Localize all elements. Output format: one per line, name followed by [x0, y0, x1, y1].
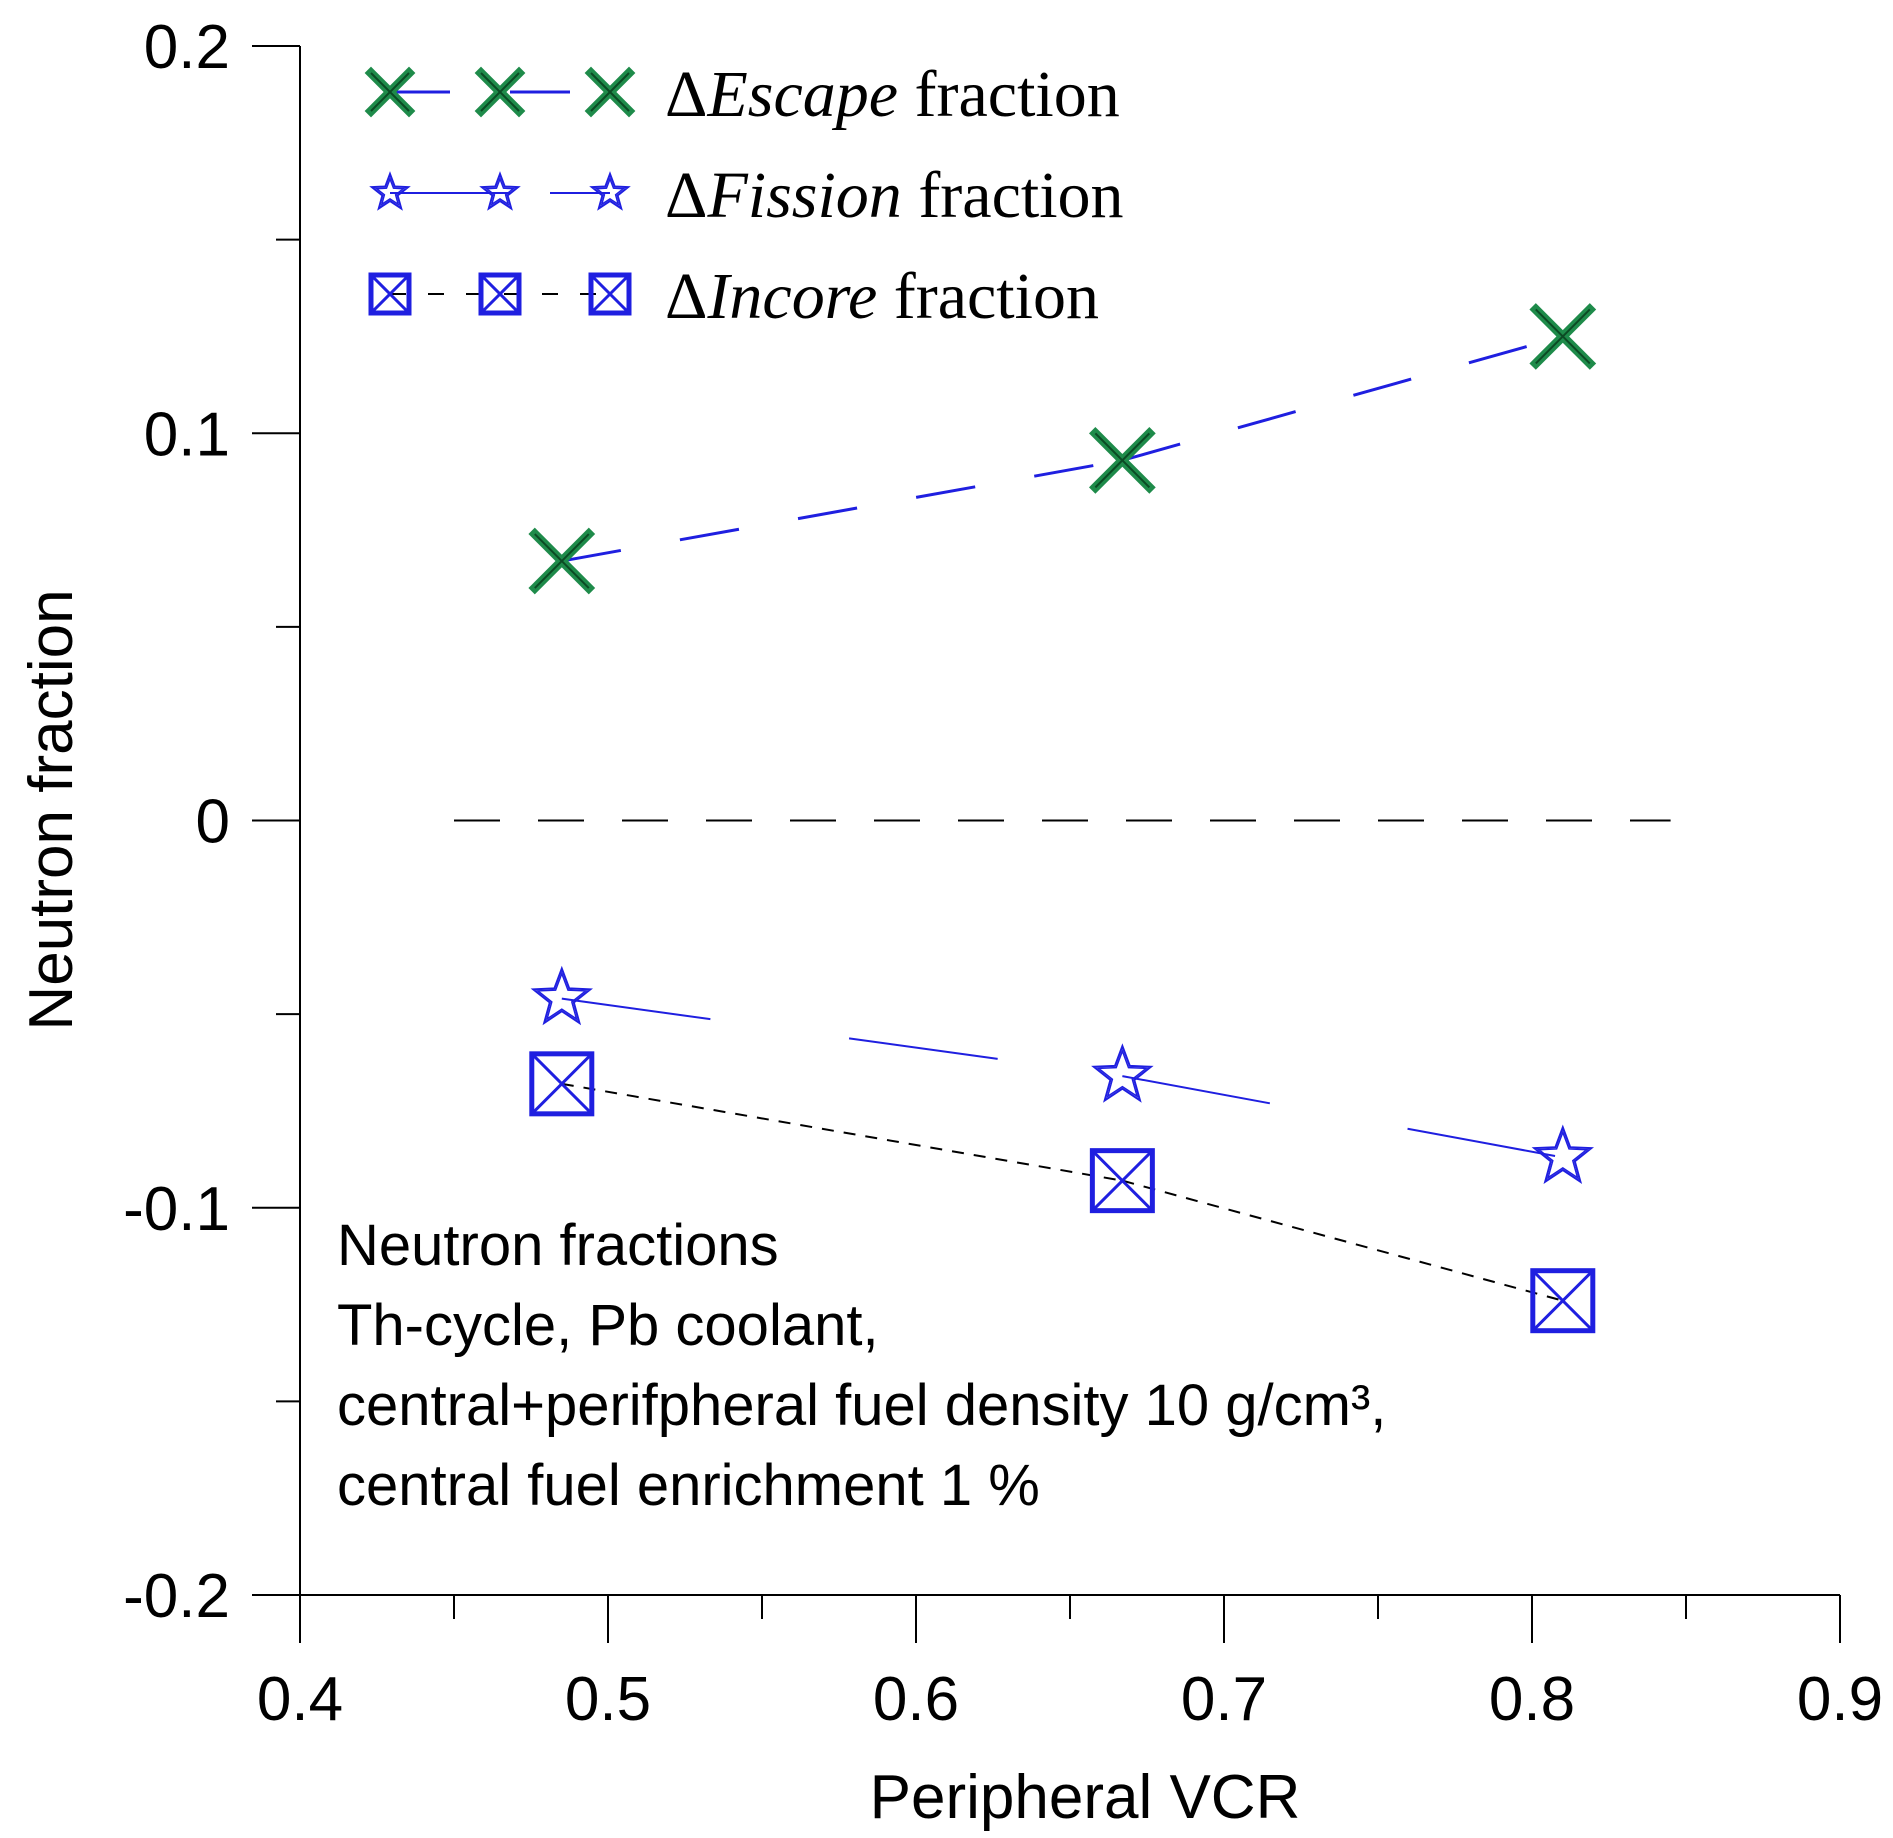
annotation-line: central+perifpheral fuel density 10 g/cm…: [337, 1373, 1386, 1438]
star-marker-outer: [1091, 1043, 1154, 1103]
star-marker-outer: [589, 171, 631, 211]
x-marker-core: [590, 72, 630, 112]
series-line-segment: [561, 997, 1123, 1078]
box-marker-diagonal: [1091, 1149, 1154, 1212]
legend-label-rest: fraction: [898, 58, 1120, 131]
annotation-line: central fuel enrichment 1 %: [337, 1453, 1040, 1518]
annotation-block: Neutron fractions Th-cycle, Pb coolant, ce…: [337, 1213, 1386, 1518]
box-marker-frame: [1530, 1268, 1596, 1334]
x-tick-label: 0.4: [257, 1665, 343, 1734]
star-marker-inner: [1536, 1130, 1589, 1180]
star-marker-outer: [530, 965, 594, 1026]
x-tick-label: 0.8: [1489, 1665, 1575, 1734]
legend-marker-x: [474, 66, 526, 118]
data-point-x: [1529, 303, 1597, 370]
x-tick-label: 0.5: [565, 1665, 651, 1734]
legend-label: ΔEscape fraction: [665, 58, 1120, 131]
box-marker-frame: [1089, 1148, 1155, 1214]
box-marker-frame: [588, 272, 632, 316]
legend-marker-boxx: [368, 272, 412, 316]
data-point-star: [1531, 1124, 1595, 1185]
series-line-segment: [1122, 1075, 1563, 1159]
legend-marker-star: [369, 171, 411, 211]
legend-marker-star: [589, 171, 631, 211]
axes: 0.2 0.1 0 -0.1 -0.2 0.4 0.5 0.6 0.7 0.8 0.9: [123, 13, 1883, 1734]
series-incore: [529, 1051, 1596, 1334]
star-marker-outer: [479, 171, 521, 211]
series-line-segment: [561, 458, 1123, 563]
x-marker-core: [534, 533, 590, 589]
legend-label-italic: Incore: [706, 260, 877, 333]
data-point-boxx: [1089, 1148, 1155, 1214]
data-point-boxx: [1530, 1268, 1596, 1334]
star-marker-inner: [594, 176, 626, 207]
y-tick-label: 0.2: [144, 13, 230, 82]
legend-entry-incore: ΔIncore fraction: [368, 260, 1099, 333]
x-tick-label: 0.6: [873, 1665, 959, 1734]
star-marker-inner: [1096, 1048, 1149, 1099]
box-marker-diagonal: [530, 1052, 593, 1115]
legend-label-italic: Fission: [706, 159, 901, 232]
x-tick-label: 0.7: [1181, 1665, 1267, 1734]
box-marker-frame: [478, 272, 522, 316]
legend-label: ΔIncore fraction: [665, 260, 1099, 333]
series-fission: [530, 965, 1595, 1185]
series-group: [528, 303, 1597, 1334]
legend-entry-escape: ΔEscape fraction: [364, 58, 1120, 131]
box-marker-frame: [368, 272, 412, 316]
annotation-line: Neutron fractions: [337, 1213, 779, 1278]
x-marker-core: [1535, 308, 1591, 365]
series-line-segment: [1122, 1179, 1564, 1302]
series-escape: [528, 303, 1597, 595]
data-point-x: [528, 527, 596, 595]
legend-marker-boxx: [588, 272, 632, 316]
star-marker-inner: [374, 176, 406, 207]
data-point-boxx: [529, 1051, 595, 1117]
x-axis-label: Peripheral VCR: [870, 1763, 1301, 1832]
box-marker-diagonal: [589, 273, 631, 315]
box-marker-frame: [529, 1051, 595, 1117]
legend-marker-boxx: [478, 272, 522, 316]
legend-label-rest: fraction: [877, 260, 1099, 333]
box-marker-diagonal: [1531, 1269, 1594, 1332]
legend-label-symbol: Δ: [665, 58, 707, 131]
y-tick-label: -0.2: [123, 1562, 230, 1631]
data-point-x: [1088, 426, 1156, 494]
x-marker-core: [370, 72, 410, 112]
legend-marker-star: [479, 171, 521, 211]
legend-entry-fission: ΔFission fraction: [369, 159, 1124, 232]
legend-marker-x: [364, 66, 416, 118]
y-tick-label: 0.1: [144, 400, 230, 469]
star-marker-inner: [535, 971, 588, 1021]
star-marker-inner: [484, 176, 516, 207]
box-marker-diagonal: [369, 273, 411, 315]
legend-label-symbol: Δ: [665, 159, 707, 232]
legend-label-symbol: Δ: [665, 260, 707, 333]
legend-marker-x: [584, 66, 636, 118]
y-axis-label: Neutron fraction: [17, 589, 86, 1030]
series-line-segment: [561, 1082, 1123, 1182]
x-tick-label: 0.9: [1797, 1665, 1883, 1734]
star-marker-outer: [1531, 1124, 1595, 1185]
series-line-segment: [1121, 334, 1564, 462]
star-marker-outer: [369, 171, 411, 211]
legend-label: ΔFission fraction: [665, 159, 1124, 232]
y-tick-label: 0: [196, 788, 230, 857]
legend-label-rest: fraction: [902, 159, 1124, 232]
data-point-star: [530, 965, 594, 1026]
box-marker-diagonal: [479, 273, 521, 315]
x-marker-core: [480, 72, 520, 112]
annotation-line: Th-cycle, Pb coolant,: [337, 1293, 879, 1358]
y-tick-label: -0.1: [123, 1175, 230, 1244]
x-marker-core: [1094, 432, 1151, 489]
data-point-star: [1091, 1043, 1154, 1103]
legend-label-italic: Escape: [706, 58, 898, 131]
